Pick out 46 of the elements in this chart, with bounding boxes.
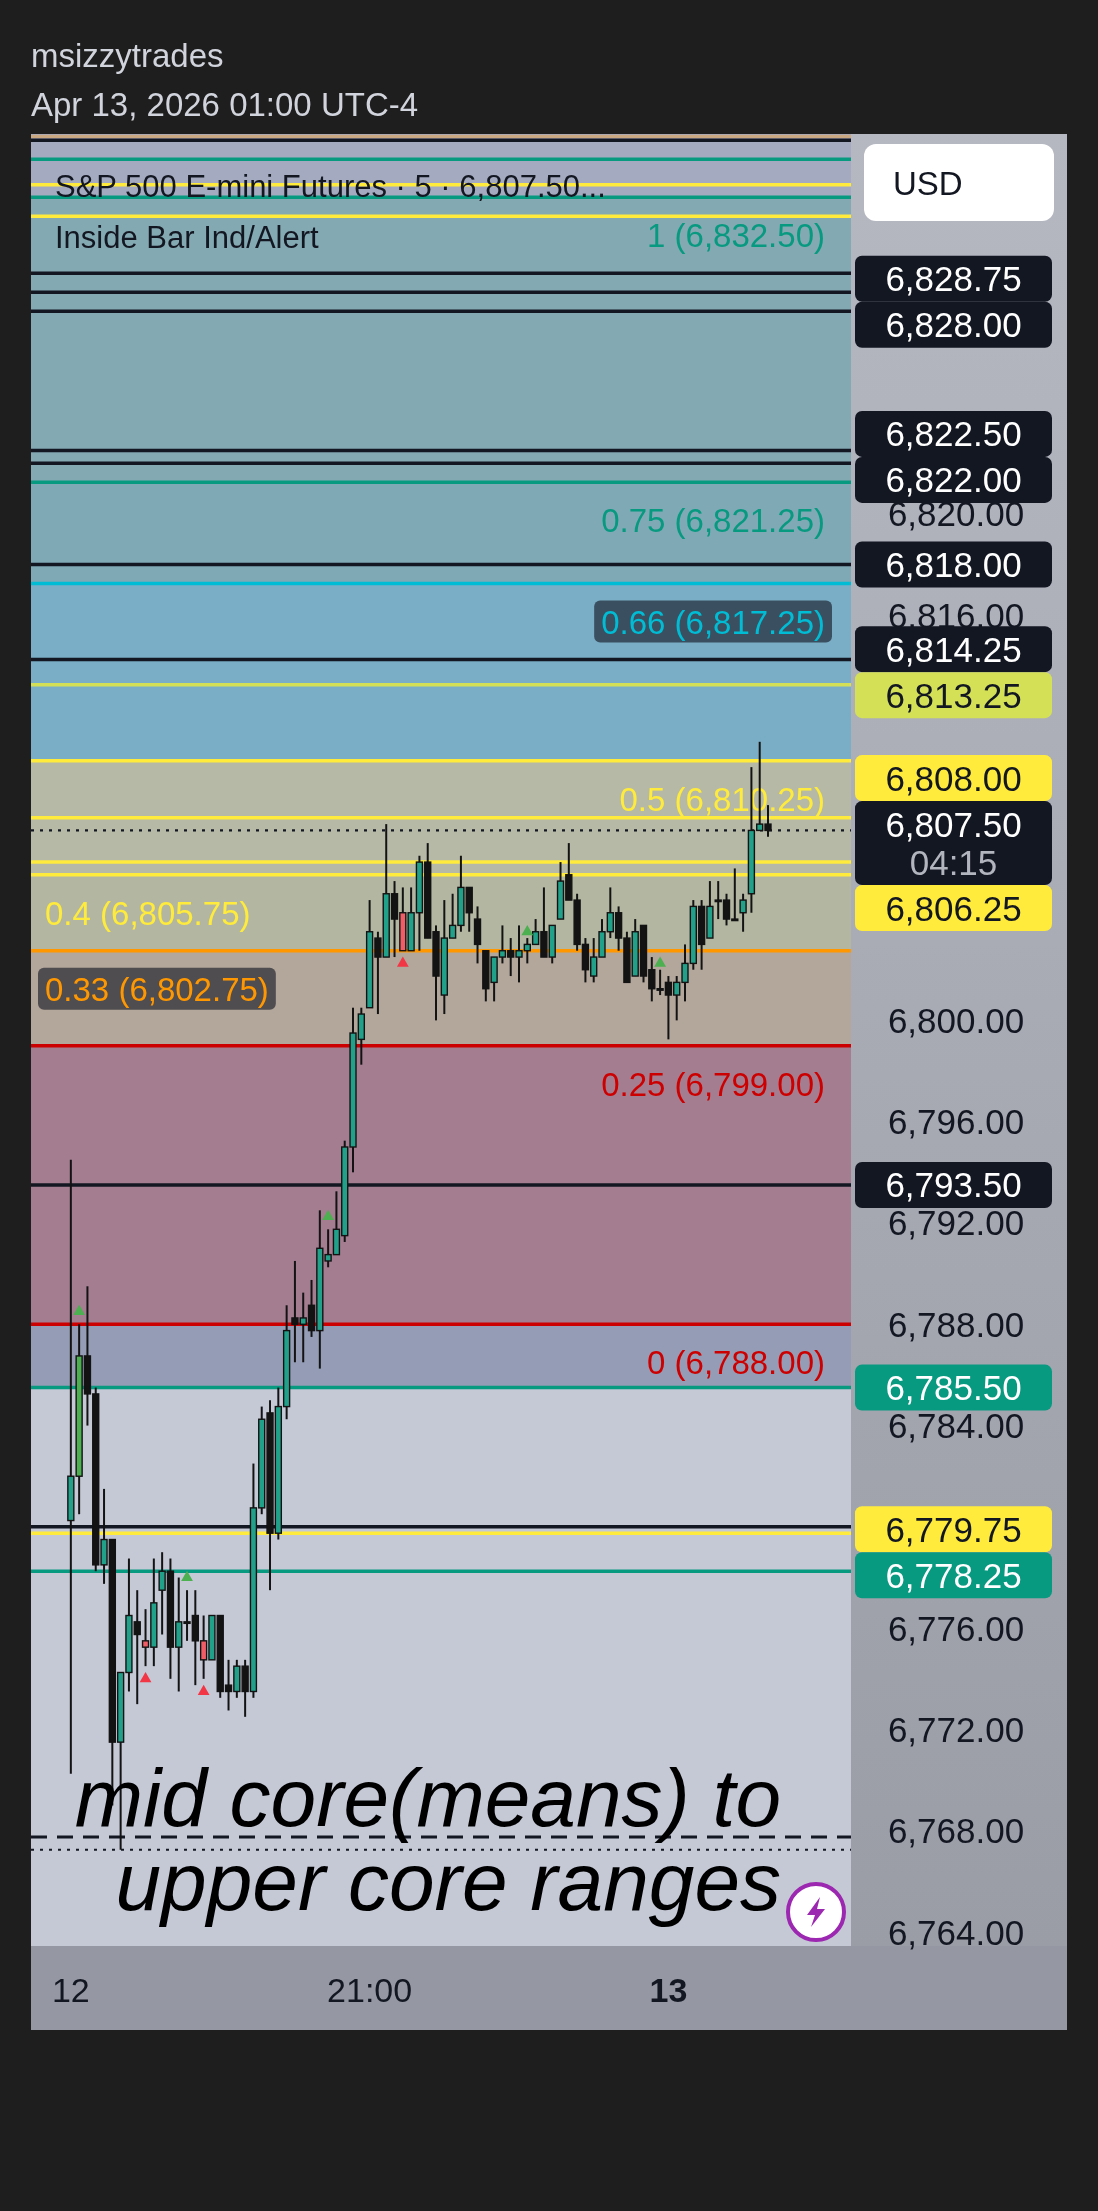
ref-line-label: 6,807.50 04:15: [885, 804, 1022, 882]
point: [181, 1570, 193, 1581]
point: [197, 1684, 210, 1695]
ref-line-label: 6,828.00: [885, 305, 1022, 345]
x-tick-label: 12: [51, 1971, 90, 2009]
ref-line-label: 6,778.25: [885, 1555, 1022, 1595]
annotation: 0 (6,788.00): [647, 1343, 825, 1381]
ref-line-label: 6,785.50: [885, 1368, 1022, 1408]
ref-line-label: 6,793.50: [885, 1165, 1022, 1205]
text: Apr 13, 2026 01:00 UTC-4: [31, 86, 419, 123]
y-tick-label: 6,768.00: [887, 1811, 1025, 1851]
point: [654, 956, 666, 967]
ref-line-label: 6,822.50: [885, 414, 1022, 454]
y-axis-title: USD: [893, 164, 963, 201]
y-tick-label: 6,800.00: [887, 1000, 1025, 1040]
ref-line-label: 6,779.75: [885, 1509, 1022, 1549]
x-tick-label: 21:00: [327, 1971, 413, 2009]
y-tick-label: 6,788.00: [887, 1304, 1025, 1344]
annotation: 0.66 (6,817.25): [601, 603, 825, 641]
annotation: 0.75 (6,821.25): [601, 501, 825, 539]
y-tick-label: 6,784.00: [887, 1406, 1025, 1446]
ref-line-label: 6,822.00: [885, 460, 1022, 500]
text: Inside Bar Ind/Alert: [55, 220, 320, 255]
ref-line-label: 6,813.25: [885, 675, 1022, 715]
y-tick-label: 6,772.00: [887, 1709, 1025, 1749]
point: [396, 956, 409, 967]
ref-line-label: 6,828.75: [885, 259, 1022, 299]
text: msizzytrades: [31, 37, 224, 74]
y-tick-label: 6,796.00: [887, 1102, 1025, 1142]
annotation: 1 (6,832.50): [647, 216, 825, 254]
candlestick: [739, 892, 747, 933]
annotation: 0.33 (6,802.75): [45, 970, 269, 1008]
point: [139, 1672, 152, 1683]
ref-line-label: 6,814.25: [885, 629, 1022, 669]
point: [521, 924, 534, 936]
y-tick-label: 6,792.00: [887, 1203, 1025, 1243]
y-tick-label: 6,776.00: [887, 1608, 1025, 1648]
y-tick-label: 6,764.00: [887, 1912, 1025, 1952]
ref-line-label: 6,806.25: [885, 888, 1022, 928]
ref-line-label: 6,808.00: [885, 758, 1022, 798]
x-tick-label: 13: [649, 1971, 688, 2009]
point: [322, 1209, 335, 1221]
annotation: 0.25 (6,799.00): [601, 1065, 825, 1103]
point: [73, 1304, 86, 1316]
ref-line-label: 6,818.00: [885, 545, 1022, 585]
annotation: 0.4 (6,805.75): [45, 894, 251, 932]
